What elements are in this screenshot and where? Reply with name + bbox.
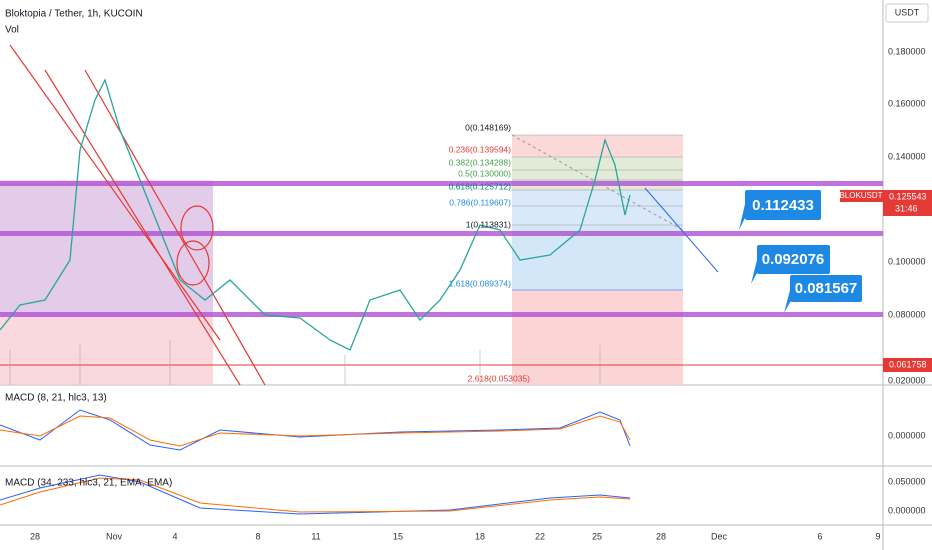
badge-timer: 31:46 (895, 203, 918, 213)
fib-label: 0.618(0.125712) (449, 181, 512, 191)
currency-button[interactable]: USDT (895, 7, 920, 17)
time-tick: 18 (475, 531, 485, 541)
time-tick: Dec (711, 531, 728, 541)
fib-label: 1.618(0.089374) (449, 278, 512, 288)
volume-label: Vol (5, 25, 19, 36)
price-tick: 0.160000 (888, 98, 926, 108)
macd-tick: 0.000000 (888, 430, 926, 440)
time-tick: 15 (393, 531, 403, 541)
time-tick: 28 (656, 531, 666, 541)
price-callout: 0.112433 (752, 197, 814, 214)
fib-label: 1(0.113831) (466, 219, 511, 229)
symbol-title: Bloktopia / Tether, 1h, KUCOIN (5, 9, 143, 20)
time-tick: 9 (875, 531, 880, 541)
fib-label: 0.786(0.119607) (449, 197, 511, 207)
price-callout: 0.092076 (762, 251, 825, 268)
macd-tick: 0.000000 (888, 505, 926, 515)
price-tick: 0.180000 (888, 46, 926, 56)
badge-symbol: BLOKUSDT (839, 191, 882, 200)
time-tick: 28 (30, 531, 40, 541)
macd-title: MACD (8, 21, hlc3, 13) (5, 393, 107, 404)
time-axis: 28 Nov 4 8 11 15 18 22 25 28 Dec 6 9 (30, 531, 881, 541)
fib-label: 2.618(0.053035) (468, 373, 531, 383)
time-tick: 8 (255, 531, 260, 541)
time-tick: 4 (172, 531, 177, 541)
price-callout: 0.081567 (795, 280, 858, 297)
price-tick: 0.020000 (888, 375, 926, 385)
macd-tick: 0.050000 (888, 476, 926, 486)
price-tick: 0.140000 (888, 151, 926, 161)
time-tick: 25 (592, 531, 602, 541)
fib-label: 0.236(0.139594) (449, 144, 512, 154)
time-tick: 22 (535, 531, 545, 541)
badge-price: 0.125543 (889, 191, 927, 201)
time-tick: 6 (817, 531, 822, 541)
price-tick: 0.100000 (888, 256, 926, 266)
fib-label: 0.382(0.134288) (449, 157, 512, 167)
price-tick: 0.080000 (888, 309, 926, 319)
time-tick: 11 (311, 531, 320, 541)
level-badge: 0.061758 (889, 359, 927, 369)
time-tick: Nov (106, 531, 123, 541)
macd-title: MACD (34, 233, hlc3, 21, EMA, EMA) (5, 478, 172, 489)
fib-label: 0.5(0.130000) (458, 168, 511, 178)
fib-label: 0(0.148169) (465, 122, 511, 132)
